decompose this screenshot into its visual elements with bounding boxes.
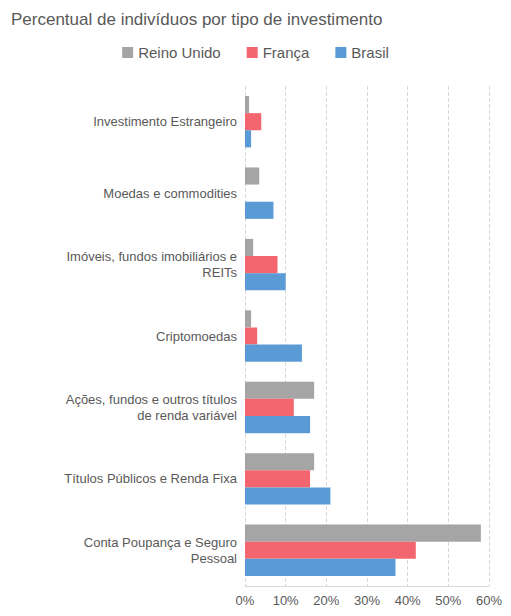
svg-text:Ações, fundos e outros títulos: Ações, fundos e outros títulos (66, 392, 238, 407)
svg-text:Títulos Públicos e Renda Fixa: Títulos Públicos e Renda Fixa (64, 471, 237, 486)
svg-text:10%: 10% (273, 593, 299, 608)
svg-text:50%: 50% (435, 593, 461, 608)
svg-text:Moedas e commodities: Moedas e commodities (103, 186, 237, 201)
svg-text:20%: 20% (313, 593, 339, 608)
svg-text:REITs: REITs (202, 265, 237, 280)
svg-text:França: França (263, 44, 310, 61)
svg-text:Pessoal: Pessoal (191, 551, 237, 566)
svg-text:Imóveis, fundos imobiliários e: Imóveis, fundos imobiliários e (66, 249, 237, 264)
svg-text:Reino Unido: Reino Unido (138, 44, 221, 61)
svg-text:30%: 30% (354, 593, 380, 608)
svg-text:de renda variável: de renda variável (137, 408, 237, 423)
svg-text:Percentual de indivíduos por t: Percentual de indivíduos por tipo de inv… (11, 10, 382, 29)
svg-text:Conta Poupança e Seguro: Conta Poupança e Seguro (84, 535, 237, 550)
svg-text:60%: 60% (476, 593, 502, 608)
svg-text:0%: 0% (236, 593, 255, 608)
svg-text:40%: 40% (395, 593, 421, 608)
svg-text:Criptomoedas: Criptomoedas (156, 329, 237, 344)
svg-text:Brasil: Brasil (351, 44, 389, 61)
svg-text:Investimento Estrangeiro: Investimento Estrangeiro (93, 114, 237, 129)
